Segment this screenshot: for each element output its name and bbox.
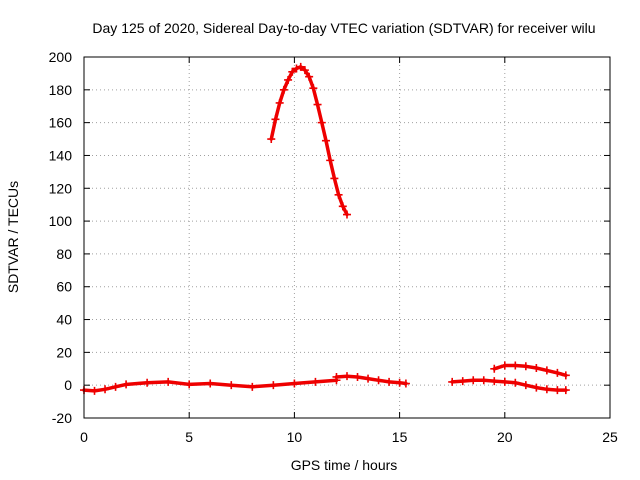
y-tick-label: 160 [49, 115, 73, 131]
data-point [332, 372, 341, 381]
data-point [288, 67, 297, 76]
x-tick-label: 20 [497, 429, 513, 445]
data-point [330, 174, 339, 183]
y-tick-label: 20 [56, 344, 72, 360]
data-point [458, 377, 467, 386]
data-point [343, 210, 351, 219]
data-point [143, 378, 152, 387]
data-point [313, 100, 322, 109]
y-tick-label: 120 [49, 180, 73, 196]
data-point [490, 364, 499, 373]
x-tick-label: 25 [602, 429, 618, 445]
data-point [90, 386, 99, 395]
data-point [305, 72, 314, 81]
x-tick-label: 0 [80, 429, 88, 445]
series-line [269, 65, 349, 217]
data-point [385, 377, 394, 386]
data-point [206, 379, 215, 388]
data-point [290, 379, 299, 388]
data-point [326, 156, 335, 165]
data-point [269, 381, 278, 390]
data-point [338, 202, 347, 211]
data-point [321, 136, 330, 145]
y-tick-label: 80 [56, 246, 72, 262]
data-point [490, 377, 499, 386]
series-arc-peak [267, 62, 351, 219]
y-tick-label: -20 [52, 410, 72, 426]
data-point [227, 381, 236, 390]
data-point [309, 84, 318, 93]
y-tick-label: 40 [56, 312, 72, 328]
data-point [553, 386, 562, 395]
data-point [122, 380, 131, 389]
data-point [248, 382, 257, 391]
data-point [395, 378, 404, 387]
y-tick-label: 180 [49, 82, 73, 98]
data-point [101, 385, 110, 394]
data-point [542, 385, 551, 394]
data-point [275, 98, 284, 107]
x-axis-label: GPS time / hours [291, 457, 398, 473]
grid [84, 57, 610, 418]
data-point [111, 382, 120, 391]
data-point [500, 377, 509, 386]
data-point [448, 377, 457, 386]
data-point [511, 378, 520, 387]
data-point [364, 374, 373, 383]
y-tick-label: 60 [56, 279, 72, 295]
y-tick-label: 200 [49, 49, 73, 65]
x-tick-label: 5 [185, 429, 193, 445]
y-tick-label: 100 [49, 213, 73, 229]
axis-ticks: 0 5 10 15 20 25 -20 0 20 40 60 80 100 120 140 160 180 200 [49, 49, 618, 445]
data-point [542, 366, 551, 375]
series-arc-low-3 [448, 376, 570, 395]
data-point [317, 118, 326, 127]
x-tick-label: 10 [287, 429, 303, 445]
data-point [511, 361, 520, 370]
y-axis-label: SDTVAR / TECUs [5, 181, 21, 293]
data-point [271, 115, 280, 124]
data-point [479, 376, 488, 385]
data-point [300, 66, 309, 75]
data-point [553, 368, 562, 377]
data-layer [80, 62, 570, 395]
data-point [279, 85, 288, 94]
data-point [561, 386, 570, 395]
data-point [532, 383, 541, 392]
data-point [401, 379, 410, 388]
data-point [532, 363, 541, 372]
data-point [267, 135, 276, 144]
data-point [521, 362, 530, 371]
data-point [561, 371, 570, 380]
data-point [284, 75, 293, 84]
series-arc-low-1 [80, 376, 341, 395]
data-point [469, 376, 478, 385]
plot-frame [83, 56, 611, 419]
series-arc-low-4 [490, 361, 570, 380]
data-point [185, 380, 194, 389]
data-point [164, 377, 173, 386]
data-point [353, 372, 362, 381]
y-tick-label: 0 [64, 377, 72, 393]
data-point [500, 361, 509, 370]
data-point [334, 190, 343, 199]
chart-title: Day 125 of 2020, Sidereal Day-to-day VTE… [92, 20, 595, 36]
data-point [521, 381, 530, 390]
data-point [311, 377, 320, 386]
data-point [374, 376, 383, 385]
data-point [343, 372, 351, 381]
series-arc-low-2 [332, 372, 410, 388]
x-tick-label: 15 [392, 429, 408, 445]
y-tick-label: 140 [49, 147, 73, 163]
data-point [292, 64, 301, 73]
data-point [296, 62, 305, 71]
